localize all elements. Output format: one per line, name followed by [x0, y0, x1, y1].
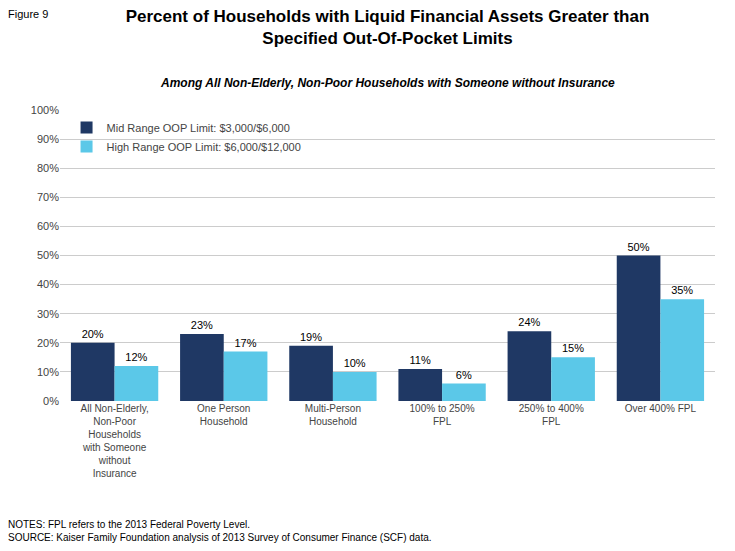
svg-text:Figure 9: Figure 9 — [8, 8, 48, 20]
svg-text:Percent of Households with Liq: Percent of Households with Liquid Financ… — [126, 7, 650, 48]
svg-text:19%: 19% — [300, 331, 322, 343]
svg-text:250% to 400%FPL: 250% to 400%FPL — [519, 403, 584, 427]
svg-text:23%: 23% — [191, 319, 213, 331]
svg-text:35%: 35% — [671, 284, 693, 296]
svg-text:0%: 0% — [43, 395, 59, 407]
svg-text:15%: 15% — [562, 342, 584, 354]
svg-text:40%: 40% — [37, 278, 59, 290]
svg-text:100%: 100% — [31, 104, 59, 116]
svg-text:30%: 30% — [37, 308, 59, 320]
svg-text:100% to 250%FPL: 100% to 250%FPL — [410, 403, 475, 427]
svg-text:NOTES: FPL refers to the 2013: NOTES: FPL refers to the 2013 Federal Po… — [8, 519, 432, 543]
svg-text:24%: 24% — [518, 316, 540, 328]
svg-text:90%: 90% — [37, 133, 59, 145]
svg-text:High Range OOP Limit: $6,000/$: High Range OOP Limit: $6,000/$12,000 — [107, 141, 301, 153]
svg-text:80%: 80% — [37, 162, 59, 174]
svg-text:20%: 20% — [82, 328, 104, 340]
svg-text:One PersonHousehold: One PersonHousehold — [197, 403, 250, 427]
svg-text:17%: 17% — [234, 337, 256, 349]
svg-text:Multi-PersonHousehold: Multi-PersonHousehold — [305, 403, 361, 427]
svg-text:12%: 12% — [125, 351, 147, 363]
svg-text:10%: 10% — [37, 366, 59, 378]
svg-text:50%: 50% — [37, 249, 59, 261]
svg-text:20%: 20% — [37, 337, 59, 349]
svg-text:All Non-Elderly,Non-PoorHouseh: All Non-Elderly,Non-PoorHouseholdswith S… — [80, 403, 148, 479]
svg-text:11%: 11% — [410, 354, 431, 366]
svg-text:Over 400% FPL: Over 400% FPL — [625, 403, 697, 414]
svg-text:Among All Non-Elderly, Non-Poo: Among All Non-Elderly, Non-Poor Househol… — [160, 76, 615, 90]
svg-text:50%: 50% — [627, 241, 649, 253]
svg-text:60%: 60% — [37, 220, 59, 232]
svg-text:10%: 10% — [344, 357, 366, 369]
svg-text:6%: 6% — [456, 369, 472, 381]
svg-text:70%: 70% — [37, 191, 59, 203]
svg-text:Mid Range OOP Limit: $3,000/$6: Mid Range OOP Limit: $3,000/$6,000 — [107, 122, 290, 134]
